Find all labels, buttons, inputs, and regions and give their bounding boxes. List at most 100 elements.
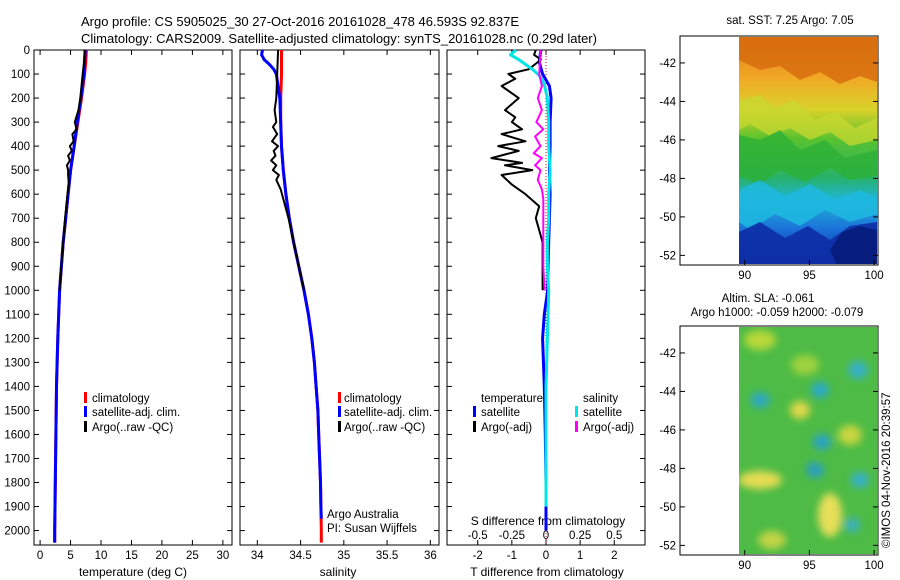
- sla-blob-low: [811, 382, 829, 398]
- depth-tick-label: 2000: [4, 526, 30, 538]
- x-tick-label: 5: [67, 550, 73, 562]
- depth-tick-label: 1800: [4, 478, 30, 490]
- depth-tick-label: 1200: [4, 333, 30, 345]
- x-tick-label: 30: [216, 550, 229, 562]
- sla-blob-high: [758, 531, 786, 549]
- series-line-climatology: [279, 50, 323, 543]
- depth-tick-label: 400: [11, 141, 30, 153]
- map-y-tick-label: -50: [659, 212, 676, 224]
- sla-blob-high: [838, 425, 862, 445]
- top-x-tick-label: 0.25: [569, 530, 591, 542]
- temperature-panel-frame: [33, 49, 233, 546]
- legend-label-satellite: satellite-adj. clim.: [92, 407, 180, 419]
- legend-label-climatology: climatology: [92, 393, 150, 405]
- depth-tick-label: 1400: [4, 381, 30, 393]
- legend-header-temperature: temperature: [481, 393, 543, 405]
- sst-map-axes: 90 95 100 -42 -44 -46 -48 -50 -52: [659, 58, 883, 282]
- legend-swatch-satellite: [338, 406, 341, 417]
- pi-note: PI: Susan Wijffels: [327, 523, 417, 535]
- depth-axis: 0 100 200 300 400 500 600 700 800 900 1000 1100 1200…: [4, 45, 645, 538]
- sla-heatmap: [739, 327, 877, 554]
- legend-swatch-temp-argo: [473, 421, 476, 432]
- sst-green-band: [739, 130, 877, 184]
- legend-label-temp-argo: Argo(-adj): [481, 422, 532, 434]
- x-tick-label: 36: [424, 550, 437, 562]
- sst-cold-core: [830, 226, 877, 264]
- series-line-temperature-argo-adj-: [490, 49, 544, 291]
- map-x-tick-label: 95: [803, 270, 816, 282]
- legend-swatch-sal-argo: [575, 421, 578, 432]
- series-line-salinity-argo-adj-: [532, 49, 546, 291]
- map-y-tick-label: -42: [659, 58, 676, 70]
- depth-tick-label: 200: [11, 93, 30, 105]
- series-line-argo-raw-qc-: [58, 49, 86, 291]
- legend-swatch-sal-satellite: [575, 406, 578, 417]
- difference-legend: temperature salinity satellite Argo(-adj…: [473, 393, 634, 434]
- map-y-tick-label: -48: [659, 463, 676, 475]
- series-line-satellite-adj-clim-: [260, 49, 323, 519]
- legend-label-satellite: satellite-adj. clim.: [344, 407, 432, 419]
- figure-title-line1: Argo profile: CS 5905025_30 27-Oct-2016 …: [81, 14, 519, 29]
- depth-tick-label: 1600: [4, 429, 30, 441]
- profile-series: [53, 48, 553, 543]
- sst-warm-patch: [739, 37, 877, 84]
- map-y-tick-label: -42: [659, 348, 676, 360]
- depth-tick-label: 800: [11, 237, 30, 249]
- x-tick-label: 2: [611, 550, 617, 562]
- series-line-argo-raw-qc-: [270, 49, 305, 291]
- sla-blob-low: [844, 518, 860, 532]
- difference-xlabel-top: S difference from climatology: [471, 514, 626, 528]
- sst-cyan-band: [739, 180, 877, 230]
- top-x-tick-label: 0.5: [606, 530, 622, 542]
- depth-tick-label: 0: [24, 45, 30, 57]
- sla-map-title-line1: Altim. SLA: -0.061: [722, 293, 815, 305]
- legend-label-argo: Argo(..raw -QC): [344, 422, 425, 434]
- map-y-tick-label: -52: [659, 250, 676, 262]
- x-tick-label: 0: [37, 550, 43, 562]
- map-y-tick-label: -52: [659, 540, 676, 552]
- sla-blob-low: [806, 462, 824, 478]
- legend-swatch-argo: [338, 421, 341, 432]
- sla-anomaly-blobs: [739, 330, 869, 549]
- sla-blob-high: [818, 493, 842, 537]
- x-tick-label: 0: [543, 550, 549, 562]
- salinity-legend: climatology satellite-adj. clim. Argo(..…: [327, 392, 432, 535]
- depth-tick-label: 100: [11, 69, 30, 81]
- series-line-satellite-adj-clim-: [53, 49, 87, 543]
- sla-map-axes: 90 95 100 -42 -44 -46 -48 -50 -52: [659, 348, 883, 572]
- imos-timestamp: ©IMOS 04-Nov-2016 20:39:57: [881, 392, 893, 548]
- map-x-tick-label: 90: [738, 270, 751, 282]
- depth-tick-label: 500: [11, 165, 30, 177]
- depth-tick-label: 700: [11, 213, 30, 225]
- map-y-tick-label: -44: [659, 386, 676, 398]
- depth-tick-label: 1500: [4, 405, 30, 417]
- sla-blob-low: [848, 361, 868, 379]
- legend-label-climatology: climatology: [344, 393, 402, 405]
- x-tick-label: 1: [577, 550, 583, 562]
- legend-label-sal-argo: Argo(-adj): [583, 422, 634, 434]
- depth-tick-label: 300: [11, 117, 30, 129]
- map-y-tick-label: -46: [659, 135, 676, 147]
- sla-blob-high: [739, 471, 782, 489]
- x-tick-label: 25: [186, 550, 199, 562]
- depth-tick-label: 900: [11, 261, 30, 273]
- argo-australia-note: Argo Australia: [327, 509, 399, 521]
- map-y-tick-label: -44: [659, 96, 676, 108]
- legend-swatch-temp-satellite: [473, 406, 476, 417]
- legend-label-temp-satellite: satellite: [481, 407, 520, 419]
- map-x-tick-label: 100: [865, 560, 884, 572]
- salinity-panel-frame: [239, 49, 440, 546]
- x-tick-label: 35.5: [376, 550, 398, 562]
- sla-blob-high: [790, 401, 810, 419]
- legend-swatch-climatology: [84, 392, 87, 403]
- sst-heatmap: [739, 37, 877, 264]
- map-y-tick-label: -50: [659, 502, 676, 514]
- sla-blob-high: [744, 330, 776, 350]
- legend-swatch-climatology: [338, 392, 341, 403]
- depth-tick-label: 1700: [4, 453, 30, 465]
- figure-title-line2: Climatology: CARS2009. Satellite-adjuste…: [81, 31, 597, 46]
- x-tick-label: 10: [95, 550, 108, 562]
- x-tick-label: 35: [337, 550, 350, 562]
- salinity-xlabel: salinity: [320, 565, 357, 579]
